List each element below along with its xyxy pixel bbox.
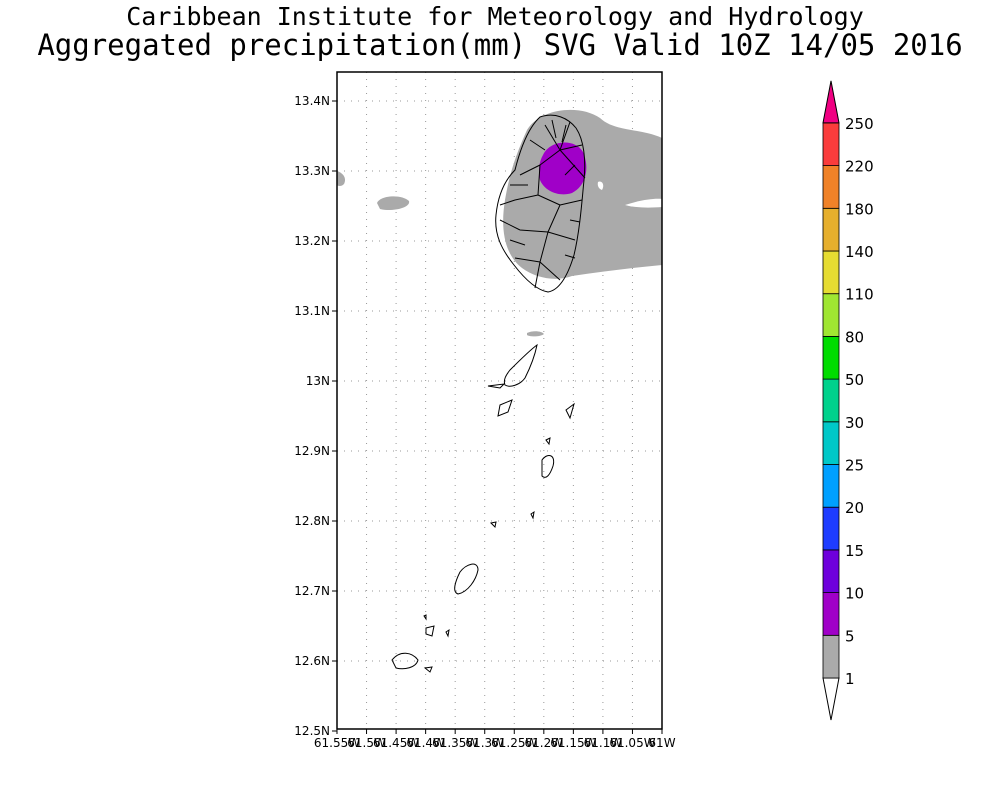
lon-tick-label: 61.05W — [609, 736, 655, 750]
colorbar-level-label: 1 — [845, 670, 855, 688]
colorbar-level-label: 5 — [845, 627, 855, 645]
colorbar-segment — [822, 464, 840, 508]
precip-1mm-west-cell — [377, 196, 410, 211]
colorbar-segment — [822, 634, 840, 679]
colorbar-level-label: 10 — [845, 585, 864, 603]
colorbar-level-label: 180 — [845, 200, 874, 218]
colorbar-segment — [822, 250, 840, 295]
grenadine-islands — [391, 343, 575, 673]
lon-tick-label: 61W — [648, 736, 675, 750]
colorbar-level-label: 250 — [845, 115, 874, 133]
lon-tick-label: 61.15W — [550, 736, 596, 750]
chart-title-line-1: Caribbean Institute for Meteorology and … — [126, 2, 864, 31]
colorbar-upper-triangle — [822, 80, 840, 124]
lat-tick-label: 12.9N — [294, 444, 330, 458]
lon-tick-label: 61.4W — [406, 736, 445, 750]
colorbar-segment — [822, 592, 840, 636]
island-st-vincent — [495, 114, 586, 293]
lon-tick-label: 61.5W — [347, 736, 386, 750]
colorbar-level-label: 20 — [845, 499, 864, 517]
lon-tick-label: 61.35W — [432, 736, 478, 750]
lon-tick-label: 61.2W — [525, 736, 564, 750]
colorbar-segment — [822, 335, 840, 380]
colorbar-segment — [822, 122, 840, 167]
lon-tick-label: 61.45W — [373, 736, 419, 750]
lat-tick-label: 13.4N — [294, 94, 330, 108]
chart-title-line-2: Aggregated precipitation(mm) SVG Valid 1… — [37, 28, 963, 62]
colorbar-segment — [822, 549, 840, 594]
colorbar-segment — [822, 506, 840, 551]
colorbar-level-label: 140 — [845, 243, 874, 261]
colorbar-segment — [822, 421, 840, 465]
longitude-axis: 61.55W61.5W61.45W61.4W61.35W61.3W61.25W6… — [314, 729, 676, 750]
colorbar-level-label: 220 — [845, 158, 874, 176]
colorbar-level-label: 50 — [845, 371, 864, 389]
colorbar-level-label: 80 — [845, 328, 864, 346]
colorbar-segment — [822, 165, 840, 209]
colorbar-level-label: 110 — [845, 286, 874, 304]
colorbar-level-label: 25 — [845, 457, 864, 475]
lat-tick-label: 13.3N — [294, 164, 330, 178]
lat-tick-label: 12.7N — [294, 584, 330, 598]
lon-tick-label: 61.55W — [314, 736, 360, 750]
lat-tick-label: 13.1N — [294, 304, 330, 318]
colorbar-level-label: 30 — [845, 414, 864, 432]
precip-1mm-south-cell — [527, 331, 544, 337]
no-rain-notch — [597, 181, 604, 190]
colorbar-segment — [822, 293, 840, 337]
latitude-axis: 13.4N 13.3N 13.2N 13.1N 13N 12.9N 12.8N 12.7N 12… — [294, 94, 337, 738]
no-rain-gap — [625, 198, 662, 208]
lat-tick-label: 13.2N — [294, 234, 330, 248]
lon-tick-label: 61.25W — [491, 736, 537, 750]
colorbar-lower-triangle — [822, 677, 840, 721]
lat-tick-label: 12.6N — [294, 654, 330, 668]
precip-shading — [337, 109, 662, 337]
map-frame — [336, 71, 663, 730]
lat-tick-label: 13N — [306, 374, 330, 388]
lat-tick-label: 12.5N — [294, 724, 330, 738]
colorbar-segment — [822, 207, 840, 252]
lat-tick-label: 12.8N — [294, 514, 330, 528]
precip-1mm-edge-cell — [337, 171, 346, 186]
lon-tick-label: 61.1W — [584, 736, 623, 750]
colorbar-segment — [822, 378, 840, 423]
colorbar-level-label: 15 — [845, 542, 864, 560]
lon-tick-label: 61.3W — [465, 736, 504, 750]
precip-5mm-area — [539, 142, 587, 195]
